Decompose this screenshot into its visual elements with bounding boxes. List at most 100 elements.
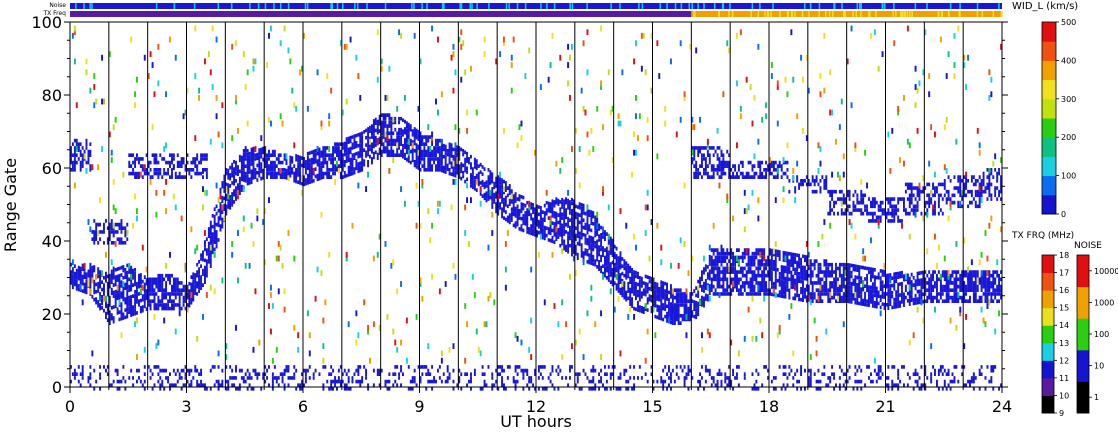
tx-bar-speck bbox=[718, 11, 721, 17]
scatter-cell bbox=[582, 354, 585, 360]
scatter-cell bbox=[611, 105, 614, 112]
scatter-cell bbox=[528, 200, 531, 207]
scatter-cell bbox=[534, 149, 537, 156]
scatter-cell bbox=[559, 54, 562, 61]
scatter-cell bbox=[683, 91, 686, 98]
scatter-cell bbox=[980, 251, 983, 258]
scatter-cell bbox=[539, 233, 542, 240]
scatter-cell bbox=[237, 277, 239, 284]
scatter-cell bbox=[924, 29, 927, 36]
scatter-cell bbox=[415, 314, 418, 320]
scatter-cell bbox=[978, 277, 981, 284]
noise-bar-speck bbox=[691, 3, 694, 9]
scatter-cell bbox=[248, 262, 251, 269]
scatter-cell bbox=[316, 146, 319, 152]
scatter-cell bbox=[147, 73, 150, 79]
scatter-cell bbox=[454, 179, 457, 185]
scatter-cell bbox=[737, 350, 740, 357]
scatter-cell bbox=[376, 251, 379, 258]
tx-bar-speck bbox=[992, 11, 995, 17]
hour-gridlines bbox=[108, 22, 964, 387]
scatter-cell bbox=[965, 84, 968, 90]
scatter-cell bbox=[588, 149, 591, 156]
scatter-cell bbox=[635, 40, 637, 47]
scatter-cell bbox=[431, 25, 434, 32]
colorbar-swatch bbox=[1042, 290, 1054, 309]
scatter-cell bbox=[464, 204, 467, 211]
colorbar-swatch bbox=[1042, 60, 1056, 81]
scatter-cell bbox=[440, 350, 443, 357]
scatter-cell bbox=[600, 310, 603, 317]
scatter-cell bbox=[376, 138, 379, 145]
scatter-cell bbox=[986, 255, 989, 262]
scatter-cell bbox=[794, 284, 797, 291]
scatter-cell bbox=[275, 346, 278, 353]
scatter-cell bbox=[415, 182, 418, 189]
scatter-cell bbox=[691, 116, 694, 123]
scatter-cell bbox=[607, 204, 610, 211]
scatter-cell bbox=[813, 317, 816, 324]
scatter-cell bbox=[619, 350, 622, 357]
scatter-cell bbox=[749, 84, 752, 90]
scatter-cell bbox=[747, 204, 750, 211]
scatter-cell bbox=[547, 76, 550, 83]
scatter-cell bbox=[679, 40, 682, 47]
scatter-cell bbox=[89, 288, 92, 295]
scatter-cell bbox=[765, 102, 768, 109]
noise-bar-speck bbox=[856, 3, 859, 9]
scatter-cell bbox=[271, 303, 274, 309]
scatter-cell bbox=[417, 149, 420, 156]
scatter-cell bbox=[800, 54, 803, 61]
scatter-cell bbox=[671, 306, 674, 313]
scatter-cell bbox=[231, 251, 234, 258]
scatter-cell bbox=[747, 306, 750, 313]
colorbar-tick-label: 13 bbox=[1059, 339, 1069, 348]
txfreq-bar-label: TX Freq bbox=[42, 10, 66, 17]
scatter-cell bbox=[988, 168, 991, 174]
scatter-cell bbox=[297, 346, 300, 353]
noise-bar-speck bbox=[264, 3, 267, 9]
scatter-cell bbox=[198, 95, 201, 101]
scatter-cell bbox=[504, 284, 507, 291]
noise-colorbar: NOISE 1 10 100 1000 10000 bbox=[1074, 241, 1118, 414]
scatter-cell bbox=[429, 237, 432, 244]
scatter-cell bbox=[268, 303, 270, 309]
scatter-cell bbox=[114, 116, 117, 123]
scatter-cell bbox=[339, 40, 342, 47]
scatter-cell bbox=[903, 95, 905, 101]
scatter-cell bbox=[264, 208, 267, 215]
scatter-cell bbox=[520, 339, 523, 346]
scatter-cell bbox=[590, 295, 593, 302]
scatter-cell bbox=[254, 288, 257, 295]
scatter-cell bbox=[640, 65, 643, 72]
scatter-cell bbox=[264, 259, 267, 266]
scatter-cell bbox=[464, 230, 467, 236]
scatter-cell bbox=[213, 288, 216, 295]
scatter-cell bbox=[297, 332, 300, 339]
scatter-cell bbox=[571, 343, 573, 350]
scatter-cell bbox=[644, 303, 647, 309]
scatter-cell bbox=[242, 51, 245, 58]
scatter-cell bbox=[134, 321, 137, 328]
scatter-cell bbox=[617, 295, 620, 302]
scatter-cell bbox=[504, 241, 507, 247]
scatter-cell bbox=[617, 113, 620, 120]
noise-bar-speck bbox=[841, 3, 843, 9]
scatter-cell bbox=[155, 189, 158, 196]
scatter-cell bbox=[837, 281, 839, 287]
scatter-cell bbox=[163, 146, 166, 152]
scatter-cell bbox=[745, 76, 748, 83]
tx-bar-speck bbox=[728, 11, 730, 17]
scatter-cell bbox=[407, 138, 410, 145]
colorbar-tick-label: 100 bbox=[1094, 330, 1109, 339]
scatter-cell bbox=[796, 160, 799, 167]
scatter-cell bbox=[303, 32, 305, 39]
colorbar-tick-label: 10 bbox=[1094, 362, 1104, 371]
scatter-cell bbox=[503, 40, 505, 47]
scatter-cell bbox=[776, 332, 779, 339]
scatter-cell bbox=[790, 303, 793, 309]
scatter-cell bbox=[784, 76, 787, 83]
scatter-cell bbox=[215, 36, 218, 43]
scatter-cell bbox=[945, 116, 948, 123]
tx-bar-speck bbox=[801, 11, 804, 17]
